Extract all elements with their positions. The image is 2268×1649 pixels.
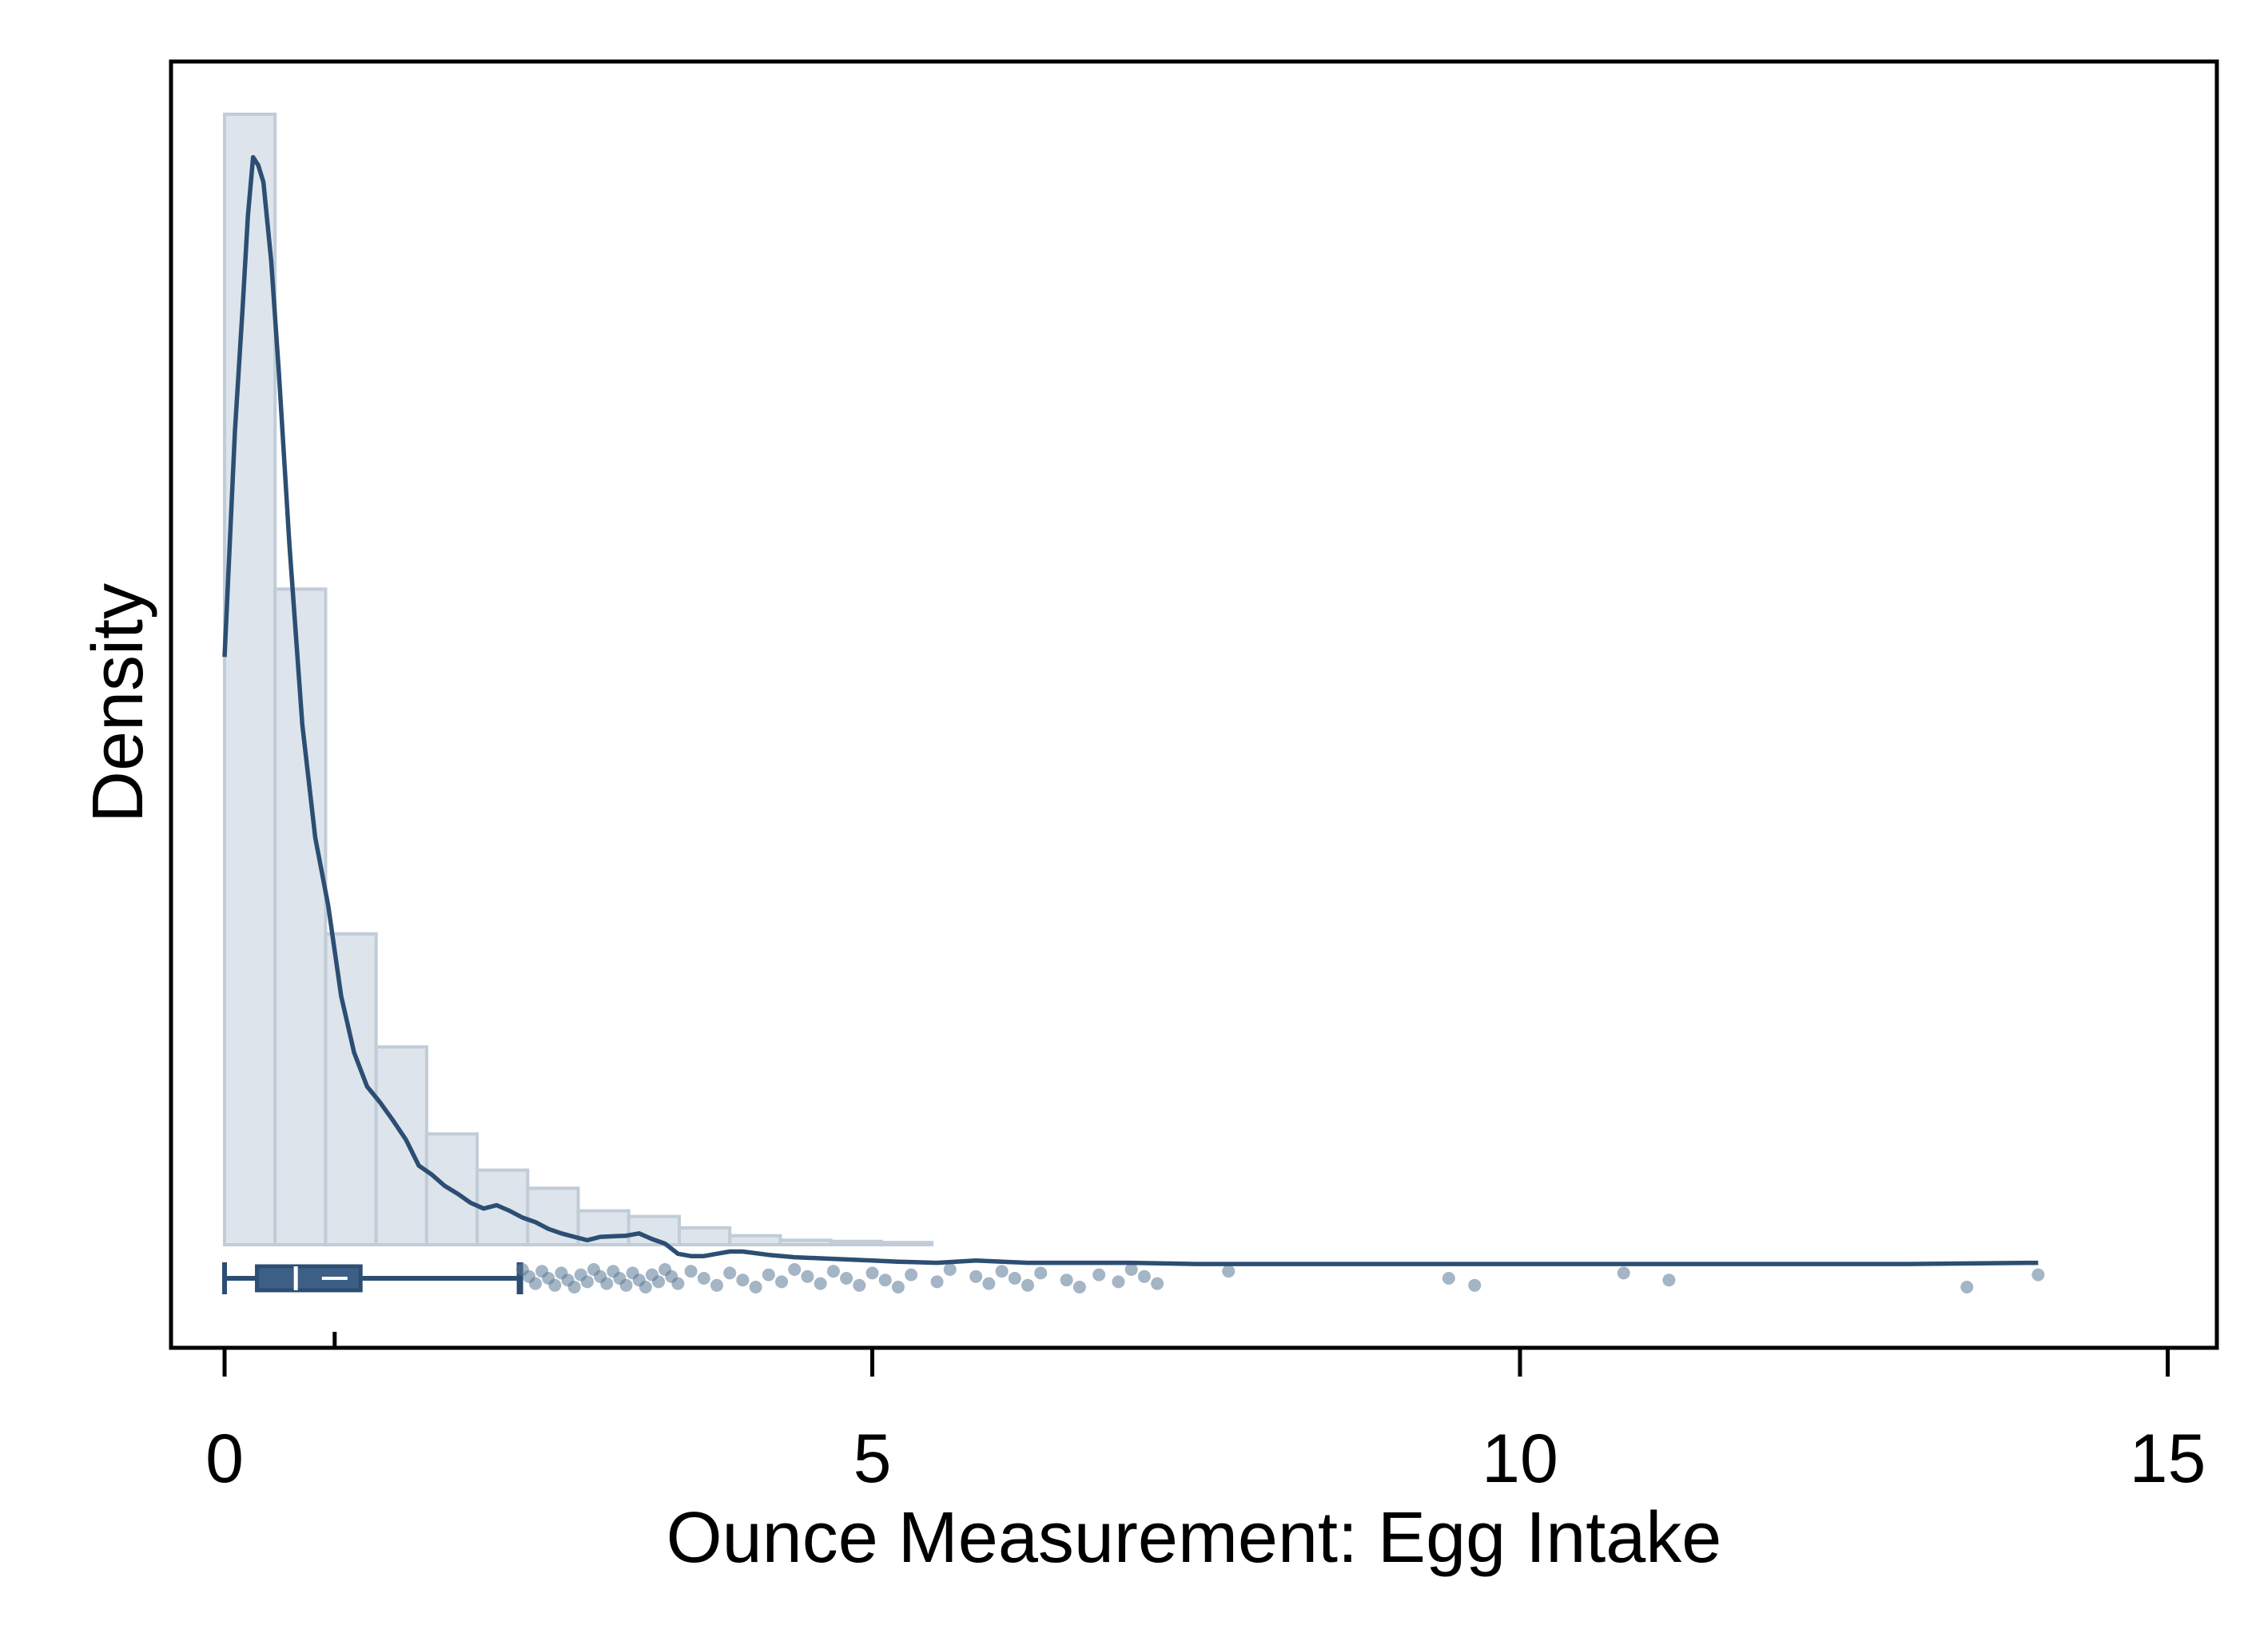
x-tick-label: 5 xyxy=(853,1421,892,1497)
y-axis-title: Density xyxy=(78,583,158,823)
outlier-point xyxy=(580,1275,594,1289)
outlier-point xyxy=(930,1275,944,1289)
outlier-point xyxy=(1468,1278,1482,1292)
x-axis: 0 5 10 15 xyxy=(205,1332,2206,1497)
boxplot xyxy=(222,1262,523,1294)
outlier-point xyxy=(529,1277,543,1290)
outlier-point xyxy=(826,1265,840,1278)
outlier-point xyxy=(1021,1278,1035,1292)
outlier-point xyxy=(865,1266,879,1280)
outlier-point xyxy=(891,1281,905,1293)
x-tick-label: 0 xyxy=(205,1421,244,1497)
outlier-point xyxy=(671,1277,685,1290)
outlier-point xyxy=(1222,1265,1235,1278)
histogram-bar xyxy=(829,1239,883,1247)
outlier-point xyxy=(801,1270,814,1283)
outlier-point xyxy=(736,1274,750,1287)
histogram-bar xyxy=(677,1226,732,1247)
outlier-point xyxy=(2031,1268,2045,1281)
outlier-point xyxy=(905,1268,918,1281)
outlier-point xyxy=(684,1265,698,1278)
outlier-point xyxy=(1151,1277,1164,1290)
outlier-point xyxy=(652,1275,666,1289)
outlier-point xyxy=(1617,1266,1630,1280)
outlier-point xyxy=(600,1277,614,1290)
outlier-point xyxy=(1008,1272,1021,1285)
outlier-point xyxy=(548,1278,562,1292)
outlier-point xyxy=(943,1263,957,1276)
histogram-bar xyxy=(778,1238,833,1246)
histogram-bars xyxy=(223,113,934,1247)
outlier-point xyxy=(1137,1270,1151,1283)
boxplot-box xyxy=(255,1264,363,1293)
kde-line xyxy=(222,155,2039,1266)
histogram-bar xyxy=(728,1234,782,1247)
outlier-point xyxy=(1124,1263,1138,1276)
x-tick-label: 15 xyxy=(2130,1421,2206,1497)
outlier-point xyxy=(840,1272,853,1285)
outlier-point xyxy=(1112,1275,1125,1289)
outlier-point xyxy=(788,1263,802,1276)
outlier-point xyxy=(710,1278,723,1292)
outlier-point xyxy=(1092,1268,1106,1281)
histogram-bar xyxy=(879,1241,934,1247)
outlier-point xyxy=(697,1272,710,1285)
histogram-bar xyxy=(374,1045,428,1246)
outlier-point xyxy=(775,1275,789,1289)
outlier-point xyxy=(1072,1281,1086,1293)
histogram-bar xyxy=(223,113,277,1246)
outlier-point xyxy=(567,1281,581,1293)
outlier-point xyxy=(814,1277,827,1290)
outlier-point xyxy=(1060,1274,1073,1287)
outlier-point xyxy=(1960,1281,1974,1293)
outlier-points xyxy=(515,1263,2045,1293)
outlier-point xyxy=(619,1278,633,1292)
outlier-point xyxy=(969,1270,983,1283)
outlier-point xyxy=(1442,1272,1455,1285)
outlier-point xyxy=(723,1266,737,1280)
outlier-point xyxy=(853,1278,866,1292)
outlier-point xyxy=(1034,1266,1048,1280)
outlier-point xyxy=(982,1277,996,1290)
x-axis-title: Ounce Measurement: Egg Intake xyxy=(666,1498,1722,1578)
outlier-point xyxy=(762,1268,775,1281)
outlier-point xyxy=(749,1281,762,1293)
outlier-point xyxy=(878,1274,892,1287)
outlier-point xyxy=(995,1265,1009,1278)
outlier-point xyxy=(1662,1274,1676,1287)
x-tick-label: 10 xyxy=(1482,1421,1558,1497)
outlier-point xyxy=(639,1281,652,1293)
